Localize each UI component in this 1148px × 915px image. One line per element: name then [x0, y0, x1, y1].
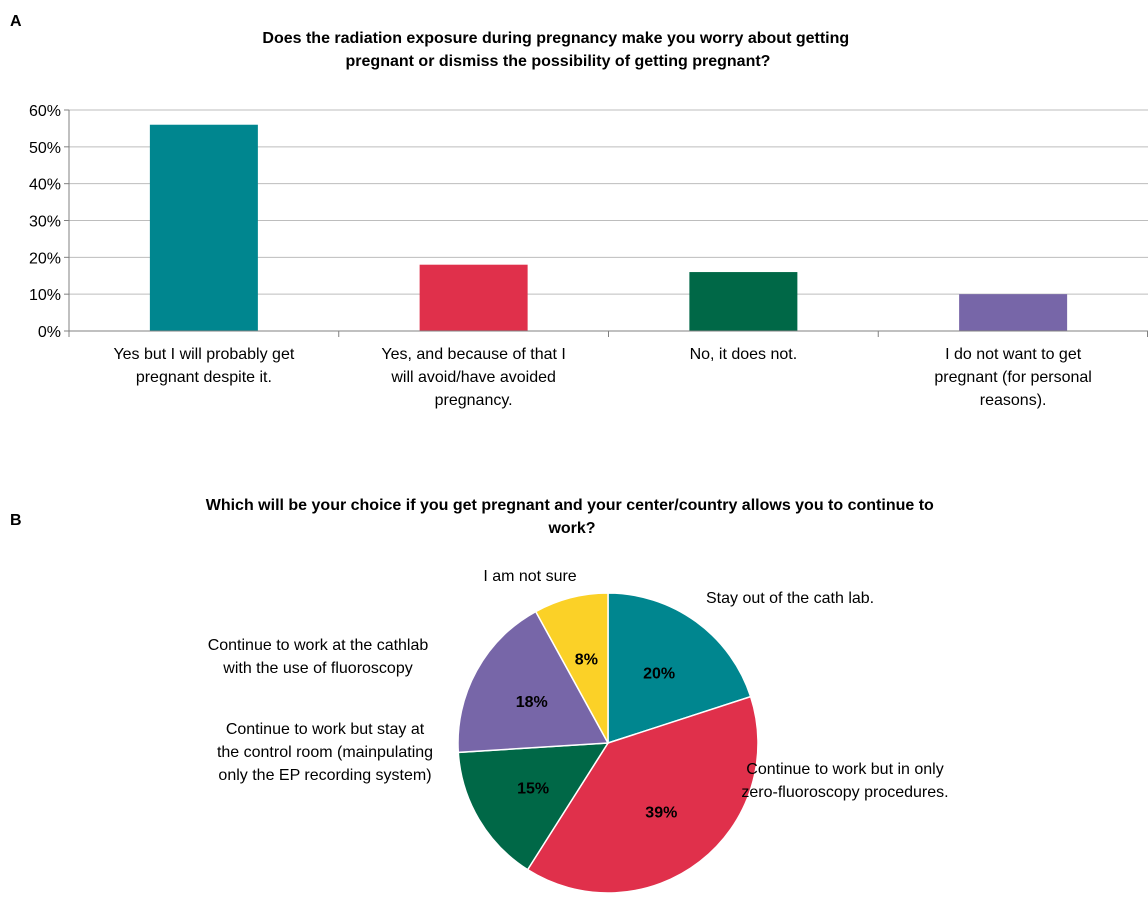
pie-percent-label: 20%	[643, 666, 675, 683]
bar-y-axis: 0% 10% 20% 30% 40% 50% 60%	[29, 103, 70, 341]
y-tick-label: 40%	[29, 177, 61, 194]
bar-chart-title-line: Does the radiation exposure during pregn…	[262, 30, 849, 47]
bar-category-labels: Yes but I will probably get pregnant desp…	[113, 346, 1091, 409]
pie-slice-label-line: I am not sure	[483, 568, 576, 585]
pie-slice-label: Continue to work but in only zero-fluoros…	[741, 761, 948, 801]
pie-percent-labels: 20% 39% 15% 18% 8%	[516, 652, 678, 822]
pie-slice	[534, 592, 609, 744]
pie-slice-label: Continue to work but stay at the control …	[217, 721, 433, 784]
panel-b: B Which will be your choice if you get p…	[10, 497, 949, 894]
pie-slice	[526, 695, 759, 894]
y-tick-label: 50%	[29, 140, 61, 157]
x-category-label: I do not want to get pregnant (for person…	[934, 346, 1091, 409]
pie-slice-label-line: Continue to work but stay at	[226, 721, 425, 738]
pie-slice-label-line: Continue to work at the cathlab	[208, 637, 429, 654]
bar-x-axis	[68, 330, 1148, 337]
pie-chart-title-line: work?	[547, 520, 595, 537]
pie-slice-labels: Stay out of the cath lab. Continue to wor…	[208, 568, 949, 801]
x-category-label: Yes, and because of that I will avoid/hav…	[381, 346, 565, 409]
pie-slice-label-line: the control room (mainpulating	[217, 744, 433, 761]
pie-slice-label: Continue to work at the cathlab with the …	[208, 637, 429, 677]
x-category-label-line: will avoid/have avoided	[390, 369, 556, 386]
x-category-label-line: pregnant (for personal	[934, 369, 1091, 386]
pie-series	[457, 592, 759, 894]
y-tick-label: 30%	[29, 214, 61, 231]
bar	[959, 294, 1068, 331]
bar	[689, 272, 798, 331]
pie-slice-label-line: only the EP recording system)	[218, 767, 431, 784]
y-tick-label: 20%	[29, 250, 61, 267]
pie-slice-label: Stay out of the cath lab.	[706, 590, 874, 607]
pie-slice-label: I am not sure	[483, 568, 576, 585]
bar	[149, 124, 258, 331]
bar	[419, 264, 528, 331]
y-tick-label: 10%	[29, 287, 61, 304]
pie-chart-title: Which will be your choice if you get pre…	[206, 497, 939, 537]
pie-slice-label-line: Stay out of the cath lab.	[706, 590, 874, 607]
x-category-label-line: reasons).	[980, 392, 1047, 409]
bar-chart-title-line: pregnant or dismiss the possibility of g…	[346, 53, 771, 70]
pie-slice	[457, 742, 610, 871]
panel-a-letter: A	[10, 13, 22, 30]
pie-slice-label-line: with the use of fluoroscopy	[222, 660, 412, 677]
y-tick-label: 60%	[29, 103, 61, 120]
pie-slice-label-line: Continue to work but in only	[746, 761, 943, 778]
pie-percent-label: 39%	[645, 805, 677, 822]
pie-chart-title-line: Which will be your choice if you get pre…	[206, 497, 934, 514]
pie-percent-label: 18%	[516, 694, 548, 711]
x-category-label-line: Yes, and because of that I	[381, 346, 565, 363]
y-tick-label: 0%	[38, 324, 61, 341]
pie-slice	[607, 592, 752, 745]
x-category-label: Yes but I will probably get pregnant desp…	[113, 346, 294, 386]
x-category-label: No, it does not.	[690, 346, 798, 363]
pie-percent-label: 8%	[575, 652, 598, 669]
panel-a: A Does the radiation exposure during pre…	[10, 13, 1148, 409]
x-category-label-line: No, it does not.	[690, 346, 798, 363]
x-category-label-line: pregnant despite it.	[136, 369, 272, 386]
bar-chart-title: Does the radiation exposure during pregn…	[262, 30, 853, 70]
x-category-label-line: Yes but I will probably get	[113, 346, 294, 363]
bar-series	[149, 124, 1068, 331]
pie-percent-label: 15%	[517, 780, 549, 797]
panel-b-letter: B	[10, 512, 22, 529]
pie-slice-label-line: zero-fluoroscopy procedures.	[741, 784, 948, 801]
x-category-label-line: pregnancy.	[435, 392, 513, 409]
x-category-label-line: I do not want to get	[945, 346, 1082, 363]
pie-slice	[457, 610, 610, 754]
